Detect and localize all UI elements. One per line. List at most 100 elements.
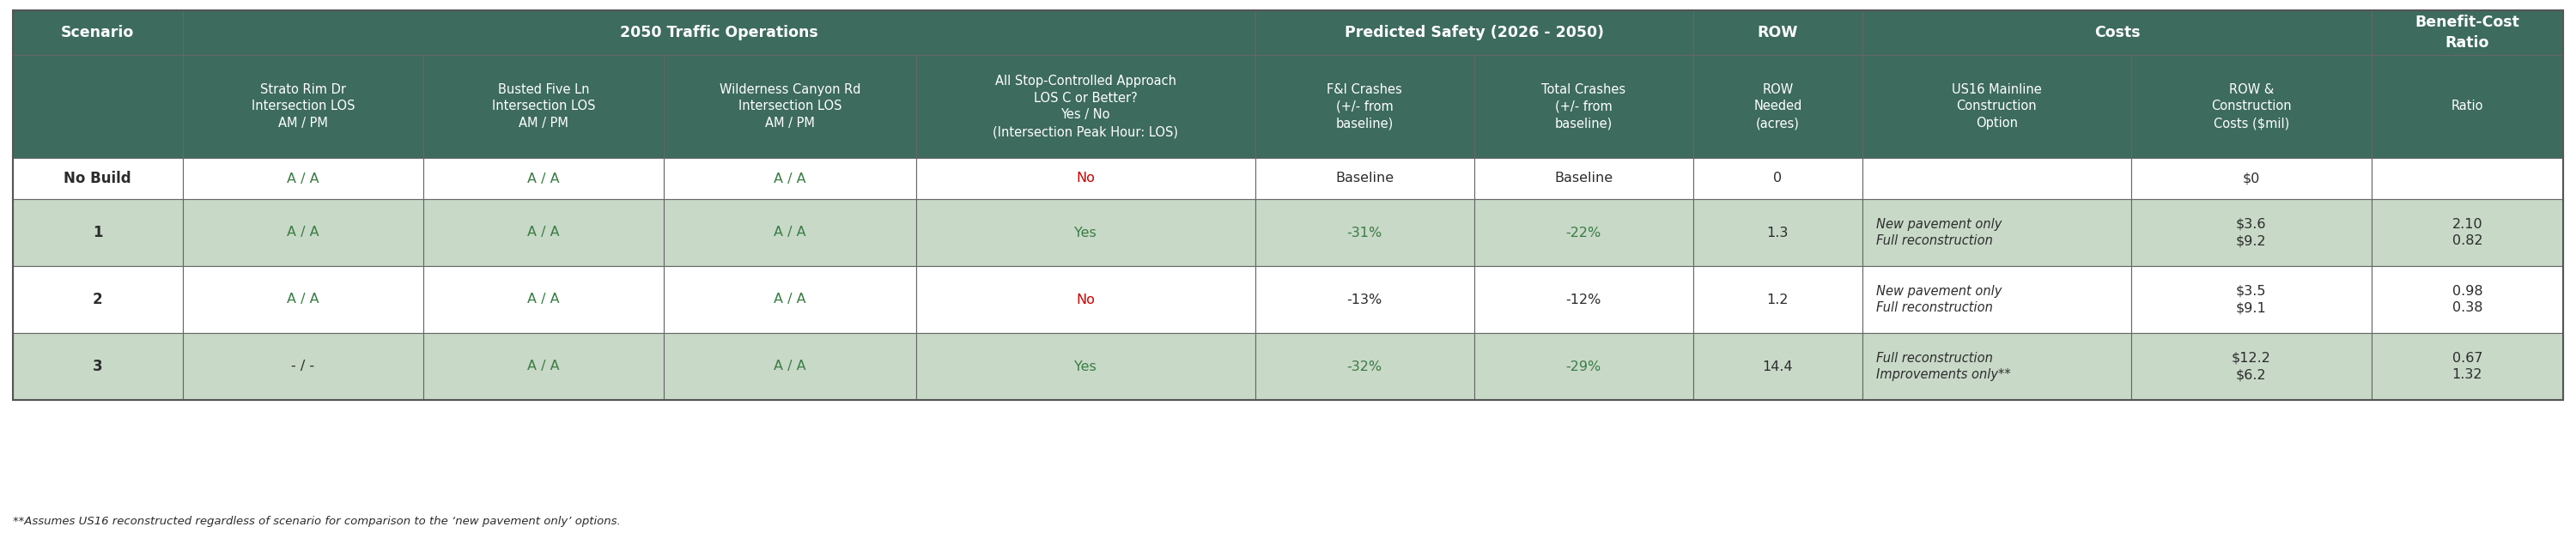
Bar [183, 333, 422, 400]
Text: $12.2
$6.2: $12.2 $6.2 [2231, 352, 2272, 381]
Text: - / -: - / - [291, 360, 314, 373]
Text: 2050 Traffic Operations: 2050 Traffic Operations [621, 25, 819, 40]
Bar [1692, 199, 1862, 266]
Bar [183, 55, 422, 158]
Text: Yes: Yes [1074, 226, 1097, 239]
Text: -31%: -31% [1347, 226, 1383, 239]
Bar [1862, 266, 2130, 333]
Text: Busted Five Ln
Intersection LOS
AM / PM: Busted Five Ln Intersection LOS AM / PM [492, 83, 595, 130]
Text: US16 Mainline
Construction
Option: US16 Mainline Construction Option [1953, 83, 2043, 130]
Bar [1692, 333, 1862, 400]
Bar [1473, 266, 1692, 333]
Bar [2372, 55, 2563, 158]
Text: New pavement only
Full reconstruction: New pavement only Full reconstruction [1875, 218, 2002, 247]
Text: No Build: No Build [64, 171, 131, 186]
Text: Full reconstruction
Improvements only**: Full reconstruction Improvements only** [1875, 352, 2012, 381]
Text: Yes: Yes [1074, 360, 1097, 373]
Text: A / A: A / A [286, 293, 319, 306]
Text: $0: $0 [2244, 172, 2259, 185]
Bar [422, 266, 665, 333]
Bar [422, 199, 665, 266]
Text: A / A: A / A [773, 293, 806, 306]
Bar [13, 266, 183, 333]
Bar [1862, 333, 2130, 400]
Bar [1692, 158, 1862, 199]
Bar [183, 10, 1255, 55]
Bar [1692, 266, 1862, 333]
Text: 1.2: 1.2 [1767, 293, 1788, 306]
Bar [1255, 199, 1473, 266]
Bar [13, 199, 183, 266]
Text: ROW
Needed
(acres): ROW Needed (acres) [1754, 83, 1803, 130]
Bar [1862, 199, 2130, 266]
Text: Total Crashes
(+/- from
baseline): Total Crashes (+/- from baseline) [1540, 83, 1625, 130]
Bar [2372, 158, 2563, 199]
Bar [2130, 266, 2372, 333]
Text: Strato Rim Dr
Intersection LOS
AM / PM: Strato Rim Dr Intersection LOS AM / PM [252, 83, 355, 130]
Bar [13, 158, 183, 199]
Bar [183, 199, 422, 266]
Text: **Assumes US16 reconstructed regardless of scenario for comparison to the ‘new p: **Assumes US16 reconstructed regardless … [13, 516, 621, 527]
Bar [1255, 333, 1473, 400]
Bar [1255, 266, 1473, 333]
Text: $3.5
$9.1: $3.5 $9.1 [2236, 285, 2267, 315]
Bar [422, 333, 665, 400]
Text: A / A: A / A [773, 172, 806, 185]
Bar [665, 199, 917, 266]
Text: -29%: -29% [1566, 360, 1602, 373]
Text: 0.98
0.38: 0.98 0.38 [2452, 285, 2483, 315]
Bar [917, 266, 1255, 333]
Bar [183, 266, 422, 333]
Bar [917, 199, 1255, 266]
Text: F&I Crashes
(+/- from
baseline): F&I Crashes (+/- from baseline) [1327, 83, 1401, 130]
Text: A / A: A / A [773, 226, 806, 239]
Bar [1692, 55, 1862, 158]
Text: 0: 0 [1772, 172, 1783, 185]
Text: ROW: ROW [1757, 25, 1798, 40]
Text: A / A: A / A [528, 360, 559, 373]
Text: 1: 1 [93, 225, 103, 240]
Bar [1862, 55, 2130, 158]
Text: -13%: -13% [1347, 293, 1383, 306]
Text: 2.10
0.82: 2.10 0.82 [2452, 218, 2483, 247]
Bar [917, 55, 1255, 158]
Text: 14.4: 14.4 [1762, 360, 1793, 373]
Text: No: No [1077, 293, 1095, 306]
Bar [1862, 10, 2372, 55]
Bar [665, 55, 917, 158]
Bar [13, 10, 183, 55]
Text: 1.3: 1.3 [1767, 226, 1788, 239]
Bar [917, 333, 1255, 400]
Text: A / A: A / A [528, 172, 559, 185]
Bar [917, 158, 1255, 199]
Text: Benefit-Cost
Ratio: Benefit-Cost Ratio [2416, 15, 2519, 51]
Text: Ratio: Ratio [2452, 100, 2483, 113]
Bar [183, 158, 422, 199]
Bar [422, 158, 665, 199]
Text: A / A: A / A [773, 360, 806, 373]
Text: All Stop-Controlled Approach
LOS C or Better?
Yes / No
(Intersection Peak Hour: : All Stop-Controlled Approach LOS C or Be… [992, 74, 1177, 138]
Text: Costs: Costs [2094, 25, 2141, 40]
Text: No: No [1077, 172, 1095, 185]
Bar [2372, 10, 2563, 55]
Text: A / A: A / A [286, 172, 319, 185]
Bar [2130, 158, 2372, 199]
Bar [1255, 158, 1473, 199]
Bar [2372, 333, 2563, 400]
Bar [665, 158, 917, 199]
Text: A / A: A / A [528, 226, 559, 239]
Text: A / A: A / A [286, 226, 319, 239]
Bar [1473, 333, 1692, 400]
Text: Wilderness Canyon Rd
Intersection LOS
AM / PM: Wilderness Canyon Rd Intersection LOS AM… [719, 83, 860, 130]
Bar [1255, 55, 1473, 158]
Text: Baseline: Baseline [1553, 172, 1613, 185]
Text: New pavement only
Full reconstruction: New pavement only Full reconstruction [1875, 285, 2002, 315]
Text: ROW &
Construction
Costs ($mil): ROW & Construction Costs ($mil) [2210, 83, 2293, 130]
Text: -32%: -32% [1347, 360, 1383, 373]
Bar [2372, 199, 2563, 266]
Bar [665, 266, 917, 333]
Bar [1862, 158, 2130, 199]
Text: -12%: -12% [1566, 293, 1602, 306]
Text: -22%: -22% [1566, 226, 1602, 239]
Text: Scenario: Scenario [62, 25, 134, 40]
